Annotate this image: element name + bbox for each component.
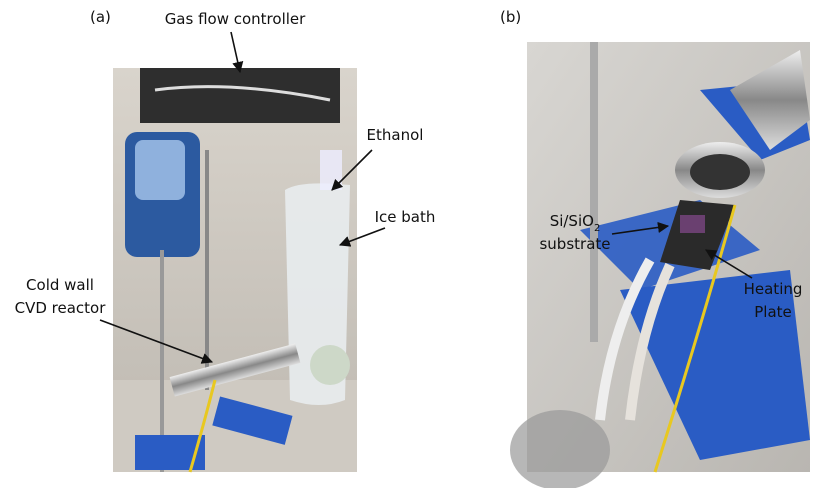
arrow (331, 149, 373, 191)
annotation: Plate (754, 303, 792, 321)
arrow (338, 227, 386, 247)
panel-label: (a) (90, 8, 111, 26)
annotation: Heating (744, 280, 803, 298)
annotation: Cold wall (26, 276, 94, 294)
annotation: CVD reactor (15, 299, 107, 317)
arrow (705, 249, 753, 279)
annotation: Ice bath (375, 208, 436, 226)
annotation: Si/SiO2 (550, 212, 601, 234)
annotation: Ethanol (367, 126, 424, 144)
arrow (230, 31, 244, 74)
photo-b (510, 42, 810, 488)
annotation-text: Si/SiO (550, 212, 594, 230)
annotation: Gas flow controller (165, 10, 306, 28)
photo-a (113, 68, 357, 473)
arrow (99, 319, 214, 364)
panel-label: (b) (500, 8, 521, 26)
annotation: substrate (539, 235, 610, 253)
subscript: 2 (594, 223, 600, 234)
arrow (611, 221, 670, 235)
